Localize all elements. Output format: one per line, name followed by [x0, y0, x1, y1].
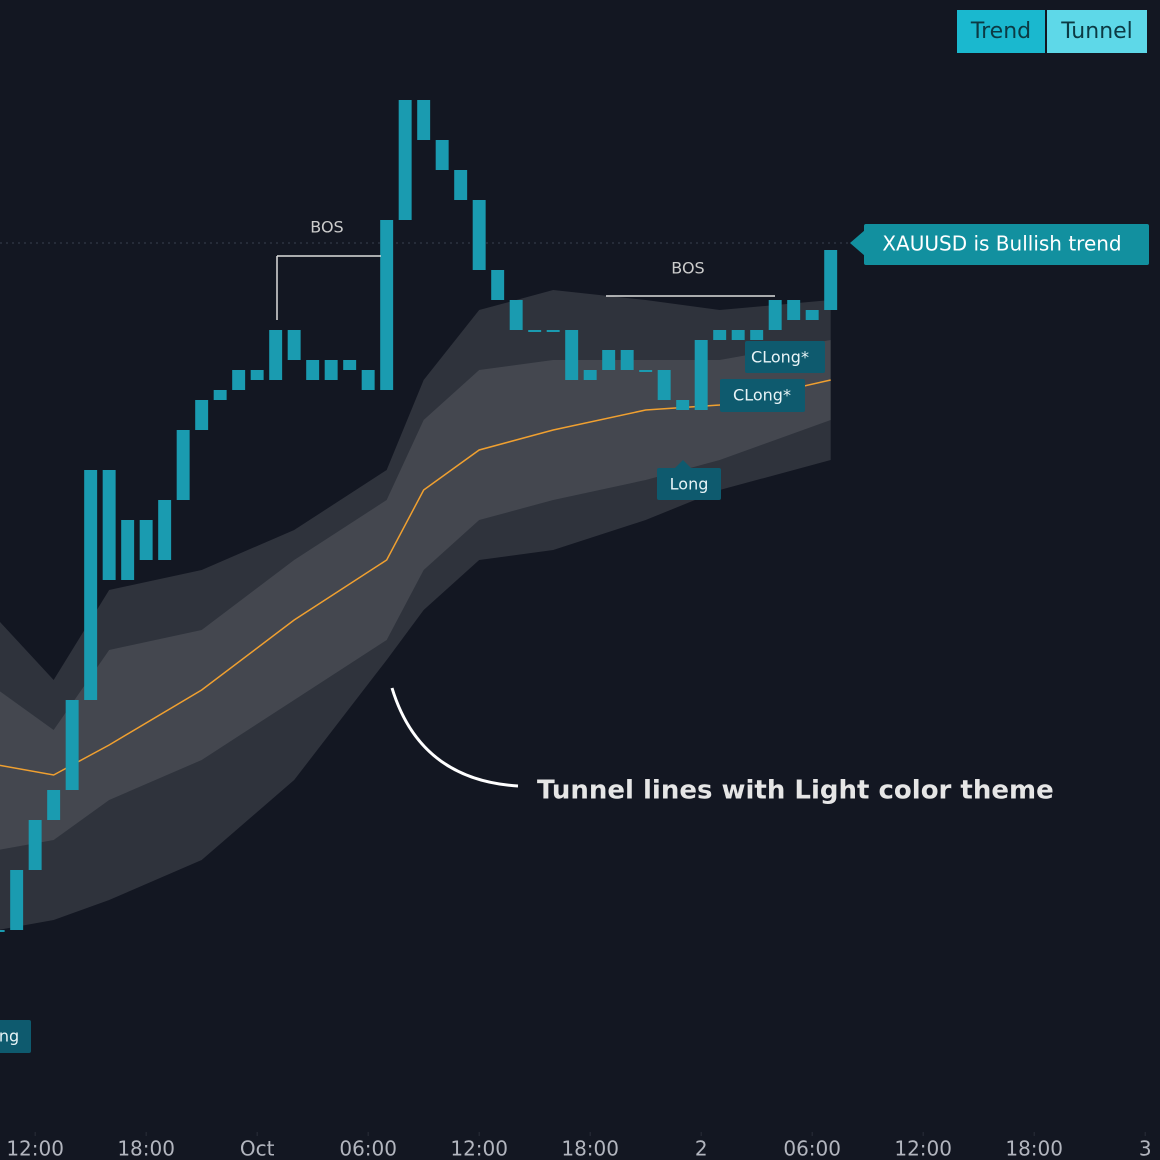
candle — [491, 270, 505, 300]
x-tick-label: 12:00 — [6, 1137, 64, 1160]
candle — [102, 470, 116, 580]
candle — [509, 300, 523, 330]
candle — [380, 220, 394, 390]
signal-label: ng — [0, 1027, 19, 1046]
x-tick-label: 06:00 — [339, 1137, 397, 1160]
signal-label: Long — [670, 475, 709, 494]
candle — [750, 330, 764, 340]
candle — [768, 300, 782, 330]
candle — [121, 520, 135, 580]
tunnel-band — [0, 340, 831, 850]
candle — [250, 370, 264, 380]
candle — [639, 370, 653, 372]
trend-tag-arrow — [850, 230, 865, 256]
x-tick-label: Oct — [240, 1137, 275, 1160]
candle — [343, 360, 357, 370]
x-tick-label: 18:00 — [117, 1137, 175, 1160]
candle — [620, 350, 634, 370]
toolbar-button[interactable] — [1047, 10, 1147, 53]
candle — [454, 170, 468, 200]
toolbar-button[interactable] — [957, 10, 1045, 53]
candle — [287, 330, 301, 360]
candle — [805, 310, 819, 320]
x-tick-label: 06:00 — [783, 1137, 841, 1160]
candle — [306, 360, 320, 380]
candle — [657, 370, 671, 400]
candle — [602, 350, 616, 370]
candle — [47, 790, 61, 820]
candle — [84, 470, 98, 700]
tunnel-bands — [0, 290, 831, 930]
candle — [546, 330, 560, 332]
signal-tag — [0, 1020, 31, 1053]
signal-label: CLong* — [733, 386, 791, 405]
candle — [158, 500, 172, 560]
x-tick-label: 12:00 — [450, 1137, 508, 1160]
x-tick-label: 18:00 — [561, 1137, 619, 1160]
candle — [213, 390, 227, 400]
signal-tag — [745, 341, 825, 373]
x-tick-label: 12:00 — [894, 1137, 952, 1160]
candle — [676, 400, 690, 410]
tunnel-center — [0, 379, 831, 776]
candle — [28, 820, 42, 870]
candle — [824, 250, 838, 310]
candle — [435, 140, 449, 170]
candle — [713, 330, 727, 340]
candle — [528, 330, 542, 332]
candle — [398, 100, 412, 220]
trend-tag — [864, 224, 1149, 265]
bos-label: BOS — [310, 218, 343, 237]
toolbar-button-label[interactable]: Trend — [970, 19, 1031, 44]
candle — [324, 360, 338, 380]
candle — [583, 370, 597, 380]
trend-label: XAUUSD is Bullish trend — [882, 232, 1121, 256]
candle — [0, 930, 5, 932]
candle — [139, 520, 153, 560]
x-tick-label: 3 — [1139, 1137, 1152, 1160]
x-tick-label: 18:00 — [1005, 1137, 1063, 1160]
signal-label: CLong* — [751, 348, 809, 367]
signal-arrow — [675, 460, 691, 468]
candle — [195, 400, 209, 430]
candle — [10, 870, 24, 930]
signal-tag — [720, 379, 805, 412]
candle — [65, 700, 79, 790]
signal-tag — [657, 468, 721, 500]
candle — [361, 370, 375, 390]
x-tick-label: 2 — [695, 1137, 708, 1160]
candle — [731, 330, 745, 340]
candle — [269, 330, 283, 380]
candle — [565, 330, 579, 380]
bos-label: BOS — [671, 259, 704, 278]
candle — [232, 370, 246, 390]
toolbar-button-label[interactable]: Tunnel — [1060, 19, 1133, 44]
candle — [787, 300, 801, 320]
candle — [694, 340, 708, 410]
candles — [0, 100, 838, 932]
candle — [176, 430, 190, 500]
candle — [472, 200, 486, 270]
tunnel-band — [0, 290, 831, 930]
callout-arrow — [390, 687, 519, 788]
callout: Tunnel lines with Light color theme — [537, 776, 1054, 806]
candle — [417, 100, 431, 140]
